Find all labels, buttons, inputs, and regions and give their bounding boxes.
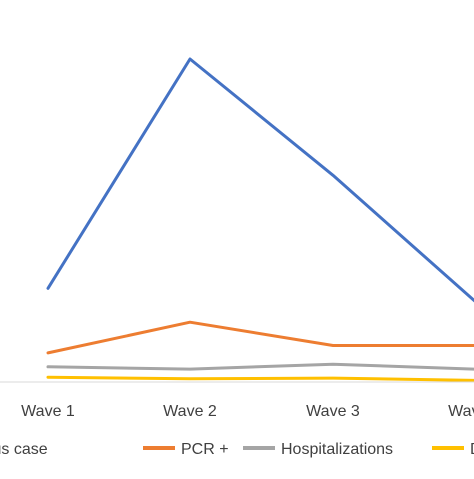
legend-label: PCR + (181, 441, 229, 458)
x-tick-labels: Wave 1 Wave 2 Wave 3 Wave 4 (21, 403, 474, 420)
series-line-deaths (48, 377, 474, 380)
legend-label: Suspicious case (0, 441, 48, 458)
x-tick-label: Wave 3 (306, 403, 360, 420)
series-line-pcr (48, 322, 474, 353)
legend-label: Deaths (470, 441, 474, 458)
x-tick-label: Wave 1 (21, 403, 75, 420)
x-tick-label: Wave 4 (448, 403, 474, 420)
series-line-hospitalizations (48, 364, 474, 369)
legend-entry-suspicious-case: Suspicious case (0, 441, 48, 458)
x-tick-label: Wave 2 (163, 403, 217, 420)
legend-entry-hospitalizations: Hospitalizations (243, 441, 393, 458)
series-layer (48, 59, 474, 381)
legend-label: Hospitalizations (281, 441, 393, 458)
series-line-suspicious-case (48, 59, 474, 301)
legend: Suspicious case PCR + Hospitalizations Deat… (0, 441, 474, 458)
legend-entry-deaths: Deaths (432, 441, 474, 458)
legend-entry-pcr: PCR + (143, 441, 229, 458)
